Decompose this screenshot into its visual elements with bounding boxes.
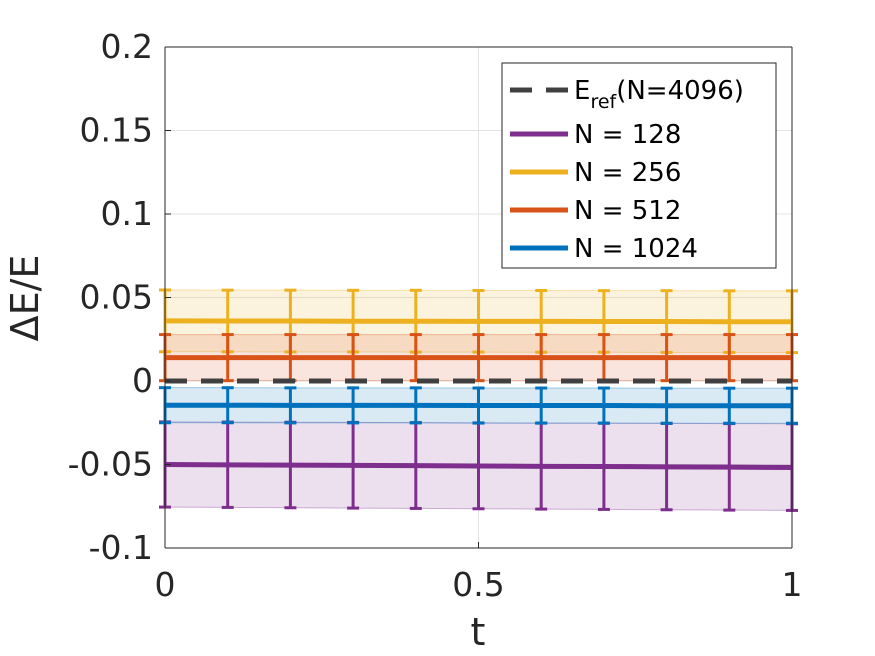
legend-label: N = 512 xyxy=(574,196,681,226)
y-tick-label: -0.1 xyxy=(89,528,153,567)
x-tick-label: 1 xyxy=(782,565,803,604)
legend-label-reference-main: E xyxy=(574,76,590,106)
series-line xyxy=(164,318,792,325)
legend-label: N = 128 xyxy=(574,120,681,150)
legend-label-reference: Eref(N=4096) xyxy=(574,76,744,113)
legend-label-reference-sub: ref xyxy=(590,91,617,113)
axes xyxy=(164,46,793,549)
x-tick-label: 0.5 xyxy=(452,565,504,604)
legend-label: N = 256 xyxy=(574,158,681,188)
x-tick-label: 0 xyxy=(155,565,176,604)
tick-labels: -0.1 -0.05 0 0.05 0.1 0.15 0.2 0 0.5 1 xyxy=(68,27,803,604)
legend-label: N = 1024 xyxy=(574,234,698,264)
x-axis-label: t xyxy=(471,610,486,654)
series-line xyxy=(164,462,793,471)
y-tick-label: -0.05 xyxy=(68,445,153,484)
y-tick-label: 0 xyxy=(132,361,153,400)
y-tick-label: 0.2 xyxy=(101,27,153,66)
series-line xyxy=(165,402,792,409)
y-tick-label: 0.05 xyxy=(80,278,153,317)
legend-box xyxy=(501,62,777,269)
y-tick-label: 0.15 xyxy=(80,111,153,150)
series-lines xyxy=(164,318,793,471)
y-axis-label: ΔE/E xyxy=(3,255,47,342)
legend: Eref(N=4096) N = 128 N = 256 N = 512 N = 102… xyxy=(501,62,777,269)
y-tick-label: 0.1 xyxy=(101,194,153,233)
legend-label-reference-tail: (N=4096) xyxy=(616,76,744,106)
